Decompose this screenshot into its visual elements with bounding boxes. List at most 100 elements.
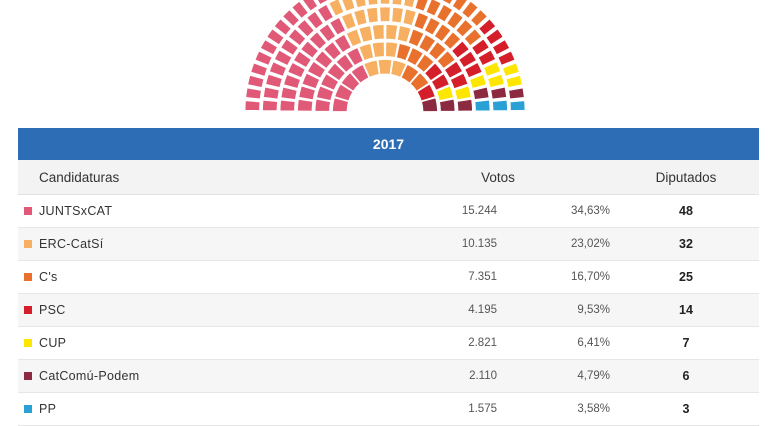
party-votes: 4.195: [468, 304, 497, 316]
seat: [279, 99, 296, 112]
seat: [268, 61, 287, 77]
seat: [415, 53, 435, 73]
seat: [421, 97, 438, 112]
seat: [280, 86, 298, 101]
seat: [454, 85, 472, 101]
seat: [265, 73, 283, 88]
seat: [317, 0, 329, 6]
seat: [367, 0, 379, 6]
seat: [436, 50, 456, 69]
table-header: Candidaturas Votos Diputados: [18, 160, 759, 195]
seat: [396, 25, 412, 43]
seat: [363, 59, 380, 78]
seat: [333, 33, 352, 53]
party-percent: 34,63%: [570, 205, 610, 217]
seat: [430, 73, 450, 91]
seat: [490, 86, 508, 100]
seat: [298, 85, 316, 101]
seat: [314, 98, 331, 112]
seat: [379, 6, 391, 23]
seat: [346, 47, 364, 67]
seat: [451, 0, 468, 12]
party-seats: 14: [679, 303, 693, 317]
party-percent: 9,53%: [577, 304, 610, 316]
seat: [471, 38, 490, 56]
seat: [407, 28, 425, 48]
seat: [402, 8, 417, 27]
seat: [328, 0, 345, 17]
seat: [244, 100, 261, 111]
seat: [282, 9, 300, 27]
seat: [449, 72, 469, 90]
seat: [296, 19, 315, 38]
seat: [259, 39, 279, 56]
party-name: C's: [39, 270, 58, 284]
party-percent: 6,41%: [577, 337, 610, 349]
party-votes: 2.110: [469, 370, 497, 382]
seat: [262, 99, 278, 112]
column-header-votos: Votos: [481, 169, 515, 185]
seat: [418, 33, 437, 53]
party-color-swatch: [24, 240, 32, 248]
party-name: CUP: [39, 336, 67, 350]
seat: [391, 0, 403, 6]
year-header: 2017: [18, 128, 759, 160]
column-header-diputados: Diputados: [655, 169, 717, 185]
seat: [416, 83, 436, 102]
table-body: JUNTSxCAT 15.244 34,63% 48 ERC-CatSí 10.…: [18, 195, 759, 426]
seat: [273, 49, 293, 67]
seat: [487, 73, 505, 88]
seat: [379, 0, 391, 5]
party-color-swatch: [24, 405, 32, 413]
seat: [413, 12, 430, 31]
party-color-swatch: [24, 207, 32, 215]
column-header-candidaturas: Candidaturas: [39, 169, 120, 185]
seat: [390, 59, 407, 78]
seat: [283, 74, 301, 89]
seat: [323, 41, 342, 61]
seat: [366, 6, 379, 24]
party-color-swatch: [24, 339, 32, 347]
seat: [406, 47, 424, 67]
seat: [385, 41, 399, 58]
party-percent: 4,79%: [577, 370, 610, 382]
party-percent: 23,02%: [570, 238, 610, 250]
seat: [491, 39, 511, 56]
seat: [403, 0, 416, 9]
party-color-swatch: [24, 306, 32, 314]
seat: [300, 40, 319, 59]
party-percent: 3,58%: [577, 403, 610, 415]
seat: [428, 41, 447, 61]
seat: [245, 87, 262, 100]
party-seats: 7: [682, 336, 690, 350]
seat: [442, 31, 462, 50]
seat: [340, 72, 361, 92]
seat: [423, 17, 441, 36]
seat: [446, 10, 464, 30]
seat: [425, 0, 442, 17]
seat: [396, 43, 412, 61]
seat: [345, 28, 363, 48]
results-table: 2017 Candidaturas Votos Diputados JUNTSx…: [18, 128, 759, 426]
table-row: ERC-CatSí 10.135 23,02% 32: [18, 228, 759, 261]
party-name: JUNTSxCAT: [39, 204, 113, 218]
seat: [436, 85, 454, 101]
seat: [492, 99, 508, 112]
seat: [439, 98, 456, 112]
seat: [424, 62, 444, 82]
seat: [334, 83, 354, 102]
seat: [297, 98, 314, 112]
party-seats: 6: [682, 369, 690, 383]
seat: [326, 62, 346, 82]
party-color-swatch: [24, 273, 32, 281]
seat: [262, 86, 280, 100]
seat: [293, 50, 312, 68]
seat: [316, 3, 334, 23]
seat: [464, 61, 483, 79]
party-name: PSC: [39, 303, 66, 317]
seat: [306, 60, 326, 79]
seat: [306, 10, 324, 30]
table-row: C's 7.351 16,70% 25: [18, 261, 759, 294]
table-row: CUP 2.821 6,41% 7: [18, 327, 759, 360]
seat: [371, 41, 385, 58]
